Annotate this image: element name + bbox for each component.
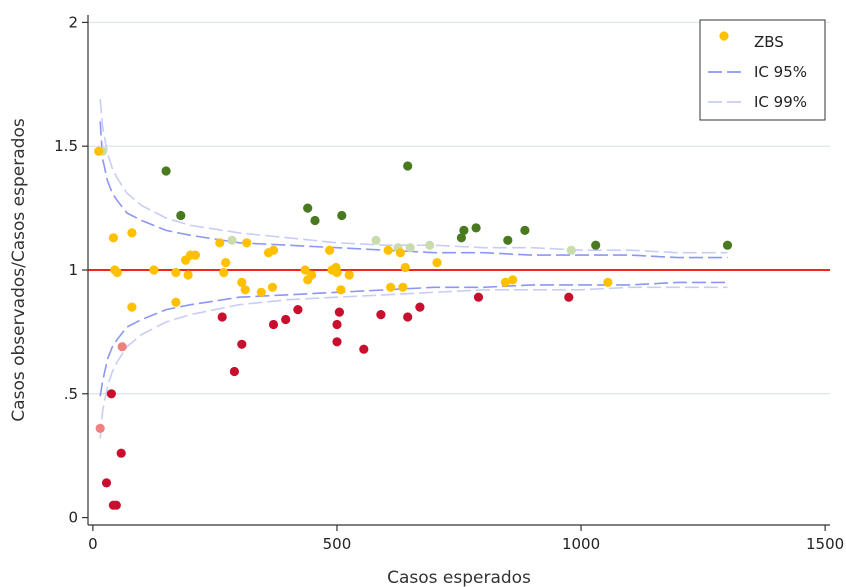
point-sig_low_99-16	[403, 312, 413, 322]
y-tick-label-1: .5	[64, 385, 78, 403]
point-sig_high_95-4	[405, 243, 415, 253]
x-axis-title: Casos esperados	[387, 568, 531, 587]
point-not_significant-6	[149, 265, 159, 275]
point-not_significant-33	[386, 282, 396, 292]
y-axis-title: Casos observados/Casos esperados	[9, 118, 29, 422]
point-sig_high_99-4	[337, 210, 347, 221]
point-not_significant-32	[383, 245, 393, 255]
point-sig_high_95-1	[227, 235, 237, 245]
point-sig_low_95-0	[95, 423, 105, 433]
point-sig_low_95-1	[117, 342, 127, 352]
point-not_significant-34	[395, 248, 405, 258]
legend: ZBS IC 95% IC 99%	[699, 19, 826, 121]
point-not_significant-12	[190, 250, 200, 260]
point-not_significant-30	[336, 285, 346, 295]
x-tick-label-3: 1500	[806, 535, 844, 553]
point-sig_low_99-12	[332, 337, 342, 347]
ticks: 0 500 1000 1500 0 .5 1 1.5 2	[54, 13, 844, 553]
point-sig_high_99-6	[456, 233, 466, 243]
x-tick-label-0: 0	[88, 535, 98, 553]
point-not_significant-1	[108, 233, 118, 243]
point-sig_high_99-2	[303, 203, 313, 213]
point-sig_low_99-6	[229, 366, 239, 377]
confidence-bands	[99, 99, 728, 439]
point-sig_low_99-9	[281, 314, 291, 325]
point-sig_high_95-5	[425, 240, 435, 250]
legend-label-0: ZBS	[754, 33, 784, 51]
point-not_significant-10	[183, 270, 193, 280]
point-not_significant-13	[215, 238, 225, 248]
point-sig_high_99-9	[503, 235, 513, 245]
point-not_significant-5	[127, 302, 137, 312]
point-not_significant-21	[267, 282, 278, 292]
point-sig_high_99-5	[403, 161, 413, 171]
y-tick-label-0: 0	[68, 509, 78, 527]
point-not_significant-25	[307, 270, 317, 280]
point-not_significant-29	[332, 267, 342, 278]
point-sig_low_99-19	[564, 292, 574, 302]
ci_95-upper-line	[99, 121, 728, 259]
point-not_significant-38	[500, 277, 510, 287]
x-tick-label-1: 500	[323, 535, 352, 553]
point-not_significant-7	[171, 267, 181, 278]
point-not_significant-26	[325, 245, 335, 255]
point-not_significant-8	[171, 297, 181, 307]
point-sig_high_99-1	[176, 210, 186, 221]
ci_99-lower-line	[99, 286, 728, 439]
point-sig_low_99-8	[268, 319, 279, 330]
point-sig_high_99-12	[722, 240, 733, 250]
point-not_significant-17	[240, 285, 250, 295]
point-not_significant-14	[219, 267, 229, 278]
point-not_significant-18	[242, 238, 252, 248]
ci_99-upper-line	[99, 99, 728, 254]
point-sig_high_99-11	[591, 240, 601, 250]
point-not_significant-3	[112, 267, 122, 278]
x-tick-label-2: 1000	[562, 535, 600, 553]
point-sig_high_99-7	[459, 225, 469, 235]
point-sig_low_99-14	[359, 344, 369, 354]
point-not_significant-19	[256, 287, 266, 297]
legend-swatch-0	[719, 31, 729, 41]
point-sig_low_99-17	[415, 302, 425, 312]
point-not_significant-39	[508, 275, 518, 285]
point-not_significant-15	[221, 258, 231, 268]
data-points	[94, 146, 733, 510]
point-sig_low_99-4	[116, 448, 126, 458]
legend-label-1: IC 95%	[754, 63, 807, 81]
point-not_significant-23	[300, 265, 310, 275]
point-not_significant-37	[432, 258, 442, 268]
point-sig_low_99-0	[101, 478, 112, 488]
point-sig_low_99-10	[293, 305, 303, 315]
point-sig_high_95-2	[371, 235, 381, 245]
point-not_significant-22	[268, 245, 279, 255]
y-tick-label-2: 1	[68, 261, 78, 279]
point-sig_high_95-6	[566, 245, 576, 255]
point-sig_low_99-18	[473, 292, 484, 302]
point-sig_high_99-3	[310, 215, 320, 226]
point-not_significant-4	[127, 228, 137, 238]
ci_95-lower-line	[99, 281, 728, 397]
point-sig_low_99-5	[217, 312, 227, 322]
point-sig_low_99-1	[106, 389, 116, 399]
point-sig_low_99-13	[334, 307, 344, 317]
point-not_significant-40	[603, 277, 613, 287]
point-not_significant-31	[344, 270, 354, 280]
point-sig_high_99-8	[471, 223, 481, 233]
point-not_significant-16	[237, 277, 247, 287]
point-sig_high_99-10	[520, 225, 530, 235]
point-not_significant-0	[94, 146, 104, 156]
point-not_significant-36	[400, 262, 410, 273]
y-tick-label-3: 1.5	[54, 137, 78, 155]
point-not_significant-35	[398, 282, 408, 292]
legend-label-2: IC 99%	[754, 93, 807, 111]
point-sig_low_99-15	[376, 310, 386, 320]
point-sig_high_99-0	[161, 166, 171, 176]
point-sig_low_99-7	[237, 339, 247, 349]
point-sig_low_99-3	[111, 500, 121, 510]
y-tick-label-4: 2	[68, 13, 78, 31]
point-sig_low_99-11	[332, 319, 342, 330]
